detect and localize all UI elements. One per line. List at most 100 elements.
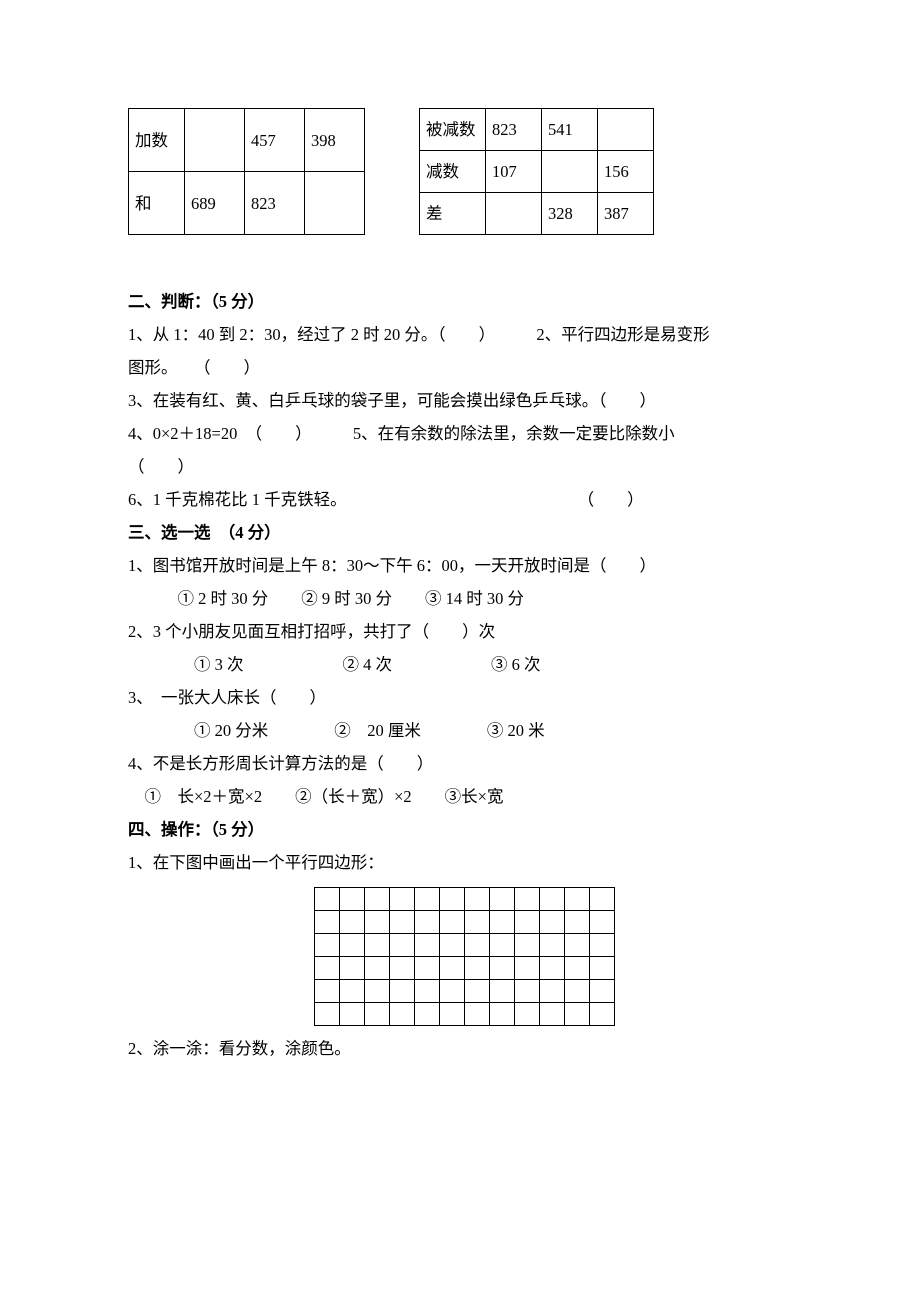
grid-cell bbox=[364, 911, 389, 934]
section-3-title: 三、选一选 （4 分） bbox=[128, 516, 800, 549]
grid-cell bbox=[464, 888, 489, 911]
section-2-title-b: （5 分） bbox=[211, 292, 265, 311]
grid-cell bbox=[389, 911, 414, 934]
cell: 823 bbox=[245, 172, 305, 235]
grid-cell bbox=[339, 911, 364, 934]
s3-q3-opts: ① 20 分米 ② 20 厘米 ③ 20 米 bbox=[128, 714, 800, 747]
cell: 457 bbox=[245, 109, 305, 172]
s4-q2: 2、涂一涂：看分数，涂颜色。 bbox=[128, 1032, 800, 1065]
grid-cell bbox=[314, 980, 339, 1003]
s2-q6: 6、1 千克棉花比 1 千克铁轻。 （ ） bbox=[128, 483, 800, 516]
grid-cell bbox=[389, 1003, 414, 1026]
grid-cell bbox=[339, 957, 364, 980]
grid-cell bbox=[439, 934, 464, 957]
grid-row bbox=[314, 980, 614, 1003]
grid-cell bbox=[314, 1003, 339, 1026]
grid-cell bbox=[589, 980, 614, 1003]
section-2-title: 二、判断：（5 分） bbox=[128, 285, 800, 318]
grid-cell bbox=[539, 911, 564, 934]
cell: 156 bbox=[598, 151, 654, 193]
grid-cell bbox=[489, 888, 514, 911]
grid-cell bbox=[564, 1003, 589, 1026]
subtraction-table: 被减数 823 541 减数 107 156 差 328 387 bbox=[419, 108, 654, 235]
grid-cell bbox=[564, 980, 589, 1003]
grid-cell bbox=[589, 934, 614, 957]
cell: 328 bbox=[542, 193, 598, 235]
grid-cell bbox=[339, 934, 364, 957]
cell bbox=[185, 109, 245, 172]
grid-cell bbox=[464, 911, 489, 934]
s2-q1-line1: 1、从 1：40 到 2：30，经过了 2 时 20 分。（ ） 2、平行四边形… bbox=[128, 318, 800, 351]
grid-row bbox=[314, 934, 614, 957]
grid-cell bbox=[364, 1003, 389, 1026]
cell: 387 bbox=[598, 193, 654, 235]
document-page: 加数 457 398 和 689 823 被减数 823 541 减数 107 bbox=[0, 0, 920, 1302]
cell-label: 和 bbox=[129, 172, 185, 235]
grid-cell bbox=[589, 911, 614, 934]
grid-cell bbox=[489, 980, 514, 1003]
grid-cell bbox=[564, 957, 589, 980]
cell-label: 差 bbox=[420, 193, 486, 235]
cell bbox=[598, 109, 654, 151]
cell: 823 bbox=[486, 109, 542, 151]
grid-cell bbox=[389, 934, 414, 957]
grid-cell bbox=[489, 911, 514, 934]
cell: 541 bbox=[542, 109, 598, 151]
grid-cell bbox=[539, 957, 564, 980]
grid-cell bbox=[539, 1003, 564, 1026]
grid-cell bbox=[364, 957, 389, 980]
section-4-title: 四、操作：（5 分） bbox=[128, 813, 800, 846]
section-2-title-a: 二、判断： bbox=[128, 292, 211, 311]
table-row: 减数 107 156 bbox=[420, 151, 654, 193]
grid-cell bbox=[589, 888, 614, 911]
drawing-grid-wrap bbox=[128, 887, 800, 1026]
cell-label: 减数 bbox=[420, 151, 486, 193]
grid-cell bbox=[414, 980, 439, 1003]
s3-q4: 4、不是长方形周长计算方法的是（ ） bbox=[128, 747, 800, 780]
s3-q3: 3、 一张大人床长（ ） bbox=[128, 681, 800, 714]
grid-cell bbox=[364, 934, 389, 957]
addition-table: 加数 457 398 和 689 823 bbox=[128, 108, 365, 235]
grid-cell bbox=[464, 980, 489, 1003]
grid-cell bbox=[414, 1003, 439, 1026]
grid-cell bbox=[514, 980, 539, 1003]
grid-cell bbox=[389, 888, 414, 911]
grid-cell bbox=[414, 911, 439, 934]
cell bbox=[486, 193, 542, 235]
grid-cell bbox=[539, 888, 564, 911]
cell-label: 加数 bbox=[129, 109, 185, 172]
grid-cell bbox=[414, 957, 439, 980]
grid-cell bbox=[339, 980, 364, 1003]
section-3-title-a: 三、选一选 bbox=[128, 523, 227, 542]
cell bbox=[305, 172, 365, 235]
table-row: 被减数 823 541 bbox=[420, 109, 654, 151]
section-4-title-a: 四、操作： bbox=[128, 820, 211, 839]
grid-cell bbox=[589, 1003, 614, 1026]
s3-q1: 1、图书馆开放时间是上午 8：30～下午 6：00，一天开放时间是（ ） bbox=[128, 549, 800, 582]
grid-cell bbox=[489, 1003, 514, 1026]
grid-cell bbox=[389, 957, 414, 980]
grid-cell bbox=[364, 888, 389, 911]
grid-cell bbox=[364, 980, 389, 1003]
s3-q2-opts: ① 3 次 ② 4 次 ③ 6 次 bbox=[128, 648, 800, 681]
grid-cell bbox=[564, 934, 589, 957]
grid-cell bbox=[489, 957, 514, 980]
grid-cell bbox=[314, 911, 339, 934]
grid-row bbox=[314, 1003, 614, 1026]
section-4-title-b: （5 分） bbox=[211, 820, 265, 839]
grid-cell bbox=[439, 911, 464, 934]
grid-cell bbox=[514, 1003, 539, 1026]
cell: 689 bbox=[185, 172, 245, 235]
grid-cell bbox=[539, 934, 564, 957]
grid-row bbox=[314, 957, 614, 980]
grid-row bbox=[314, 888, 614, 911]
grid-cell bbox=[414, 888, 439, 911]
s3-q2: 2、3 个小朋友见面互相打招呼，共打了（ ）次 bbox=[128, 615, 800, 648]
grid-cell bbox=[414, 934, 439, 957]
cell: 398 bbox=[305, 109, 365, 172]
s2-q4-line1: 4、0×2＋18=20 （ ） 5、在有余数的除法里，余数一定要比除数小 bbox=[128, 417, 800, 450]
s2-q1-line2: 图形。 （ ） bbox=[128, 351, 800, 384]
grid-cell bbox=[514, 888, 539, 911]
grid-row bbox=[314, 911, 614, 934]
cell: 107 bbox=[486, 151, 542, 193]
